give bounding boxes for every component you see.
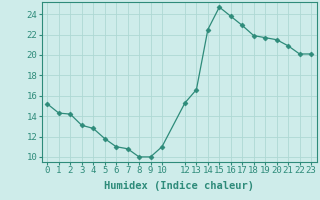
X-axis label: Humidex (Indice chaleur): Humidex (Indice chaleur)	[104, 181, 254, 191]
